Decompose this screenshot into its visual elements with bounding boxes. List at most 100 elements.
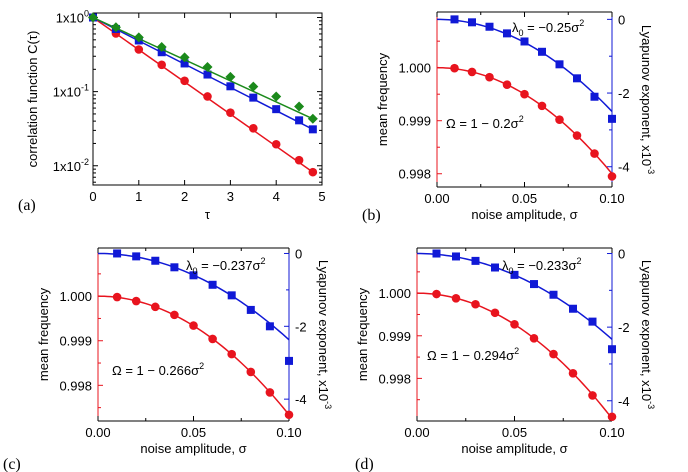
lyapunov-annotation-text: = −0.237σ	[198, 258, 261, 273]
lyapunov-data-point	[588, 317, 597, 326]
x-tick-label: 0.10	[599, 425, 624, 440]
data-point-blue	[157, 48, 166, 57]
lyapunov-data-point	[246, 305, 255, 314]
y-tick-exponent: 0	[84, 8, 89, 18]
data-point-green	[156, 41, 167, 52]
frequency-data-point	[568, 368, 578, 378]
frequency-data-point	[607, 172, 617, 181]
lyapunov-annotation-exponent: 2	[260, 256, 265, 266]
data-point-green	[179, 52, 190, 63]
data-point-green	[225, 71, 236, 82]
x-tick-label: 3	[227, 189, 234, 204]
lyapunov-annotation-exponent: 2	[579, 18, 584, 28]
lyapunov-data-point	[530, 280, 538, 289]
data-point-green	[294, 101, 305, 112]
lyapunov-data-point	[569, 304, 577, 313]
right-tick-label: -4	[618, 394, 630, 409]
right-tick-label: 0	[295, 246, 302, 261]
lyapunov-data-point	[503, 29, 511, 38]
x-tick-label: 0.00	[404, 425, 429, 440]
left-tick-label: 1.000	[59, 289, 92, 304]
panel-label-c: (c)	[3, 456, 21, 472]
x-axis-label: noise amplitude, σ	[140, 441, 246, 456]
lyapunov-data-point	[538, 47, 546, 56]
frequency-data-point	[529, 334, 539, 343]
y-tick-label: 1x10-2	[53, 157, 89, 174]
data-point-blue	[295, 116, 304, 125]
lyapunov-data-point	[491, 263, 499, 272]
data-point-blue	[203, 70, 212, 79]
panel-label-d: (d)	[355, 456, 374, 472]
data-point-red	[226, 108, 235, 117]
right-axis-label-exponent: -3	[646, 166, 656, 174]
frequency-data-point	[572, 131, 582, 140]
x-tick-label: 0.10	[276, 425, 301, 440]
right-axis-label: Lyapunov exponent, x10-3	[639, 260, 656, 409]
left-tick-label: 1.000	[398, 61, 431, 76]
lyapunov-data-point	[608, 345, 616, 354]
data-point-red	[203, 92, 212, 101]
data-point-green	[110, 22, 121, 33]
data-point-blue	[308, 125, 317, 134]
x-axis-label: noise amplitude, σ	[461, 441, 567, 456]
frequency-data-point	[170, 310, 179, 320]
x-tick-label: 5	[318, 189, 325, 204]
lyapunov-data-point	[265, 322, 274, 331]
frequency-annotation-exponent: 2	[519, 114, 524, 124]
data-point-red	[249, 124, 258, 133]
lyapunov-data-point	[113, 249, 122, 258]
left-tick-label: 0.998	[378, 371, 411, 386]
lyapunov-data-point	[555, 60, 564, 69]
left-tick-label: 0.999	[398, 114, 431, 129]
lyapunov-data-point	[549, 290, 558, 299]
panel-label-a: (a)	[18, 197, 36, 214]
lyapunov-data-point	[285, 356, 293, 365]
frequency-fit-line	[97, 295, 290, 416]
frequency-data-point	[537, 101, 547, 111]
lyapunov-data-point	[170, 263, 179, 272]
frequency-annotation-exponent: 2	[199, 361, 204, 371]
data-point-green	[88, 12, 98, 23]
frequency-data-point	[471, 299, 480, 309]
frequency-annotation-exponent: 2	[514, 346, 519, 356]
lyapunov-annotation-subscript: 0	[193, 266, 198, 276]
frequency-annotation: Ω = 1 − 0.2σ2	[446, 114, 524, 131]
data-point-green	[307, 113, 318, 124]
y-tick-base: 1x10	[56, 10, 84, 25]
data-point-green	[202, 61, 213, 72]
x-tick-label: 0.00	[424, 191, 449, 206]
x-tick-label: 1	[135, 189, 142, 204]
y-tick-label: 1x10-1	[53, 83, 89, 100]
right-tick-label: 0	[618, 12, 625, 27]
frequency-data-point	[520, 89, 529, 99]
frequency-data-point	[208, 334, 217, 344]
right-axis-label-text: Lyapunov exponent, x10	[316, 260, 331, 401]
lyapunov-data-point	[151, 256, 160, 265]
right-tick-label: -4	[618, 160, 630, 175]
fit-line-green	[92, 16, 314, 120]
lyapunov-annotation-exponent: 2	[576, 256, 581, 266]
frequency-data-point	[588, 391, 597, 400]
frequency-data-point	[467, 67, 477, 77]
left-axis-label: mean frequency	[375, 52, 390, 146]
data-point-red	[180, 76, 189, 86]
frequency-annotation-text: Ω = 1 − 0.294σ	[427, 348, 514, 363]
left-tick-label: 1.000	[378, 286, 411, 301]
data-point-red	[294, 155, 304, 165]
frequency-data-point	[510, 319, 519, 329]
frequency-data-point	[450, 63, 459, 73]
lyapunov-data-point	[485, 22, 494, 31]
left-tick-label: 0.998	[59, 378, 92, 393]
right-tick-label: -4	[295, 392, 307, 407]
frequency-data-point	[432, 289, 441, 299]
left-axis-label: mean frequency	[36, 287, 51, 381]
left-tick-label: 0.998	[398, 167, 431, 182]
frequency-data-point	[284, 410, 294, 420]
left-tick-label: 0.999	[59, 334, 92, 349]
x-tick-label: 0.10	[599, 191, 624, 206]
frequency-data-point	[590, 149, 599, 158]
data-point-red	[134, 45, 144, 54]
lyapunov-annotation-symbol: λ	[186, 258, 193, 273]
data-point-green	[133, 32, 144, 43]
frequency-data-point	[549, 349, 558, 359]
